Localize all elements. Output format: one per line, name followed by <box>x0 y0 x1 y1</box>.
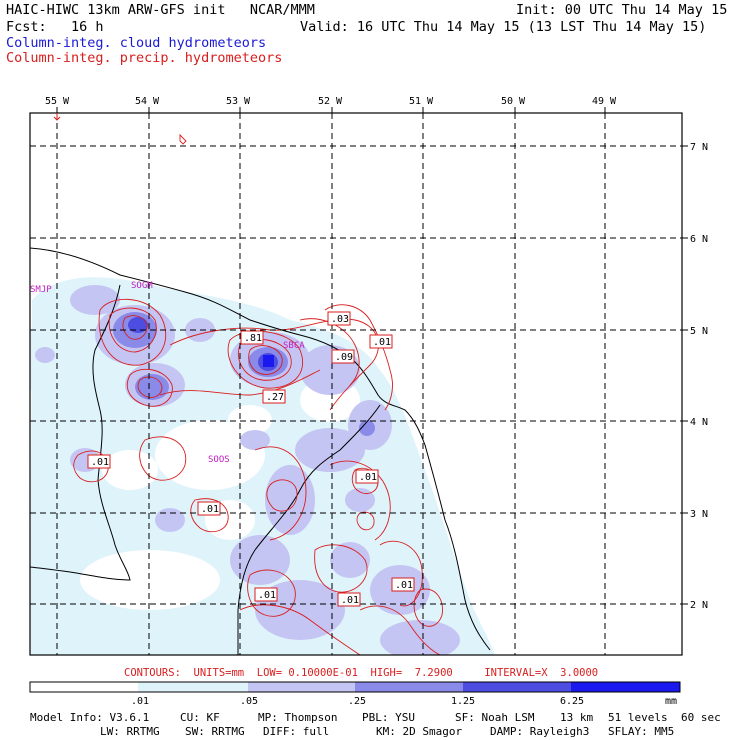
legend-precip-label: Column-integ. precip. hydrometeors <box>6 50 283 66</box>
colorbar-tick: .05 <box>240 696 258 707</box>
lat-label: 5 N <box>690 326 708 337</box>
precip-contours <box>73 133 443 655</box>
model-info-lw: LW: RRTMG <box>100 725 160 738</box>
contour-label: .27 <box>262 389 286 404</box>
contour-label: .81 <box>240 330 264 345</box>
model-info-sf: SF: Noah LSM <box>455 711 535 724</box>
model-info-sflay: SFLAY: MM5 <box>608 725 675 738</box>
colorbar-tick: 1.25 <box>451 696 475 707</box>
map-frame <box>29 112 683 656</box>
svg-text:.01: .01 <box>341 595 359 606</box>
lon-label: 55 W <box>45 96 70 107</box>
lat-label: 7 N <box>690 142 708 153</box>
lat-ticks <box>682 145 688 605</box>
lon-label: 52 W <box>318 96 343 107</box>
model-info-cu: CU: KF <box>180 711 220 724</box>
lon-labels: 55 W 54 W 53 W 52 W 51 W 50 W 49 W <box>45 96 617 107</box>
svg-text:.01: .01 <box>373 337 391 348</box>
station-label: SBCA <box>283 341 305 351</box>
lon-label: 49 W <box>592 96 617 107</box>
contour-label: .01 <box>369 334 393 349</box>
contour-label: .01 <box>254 587 278 602</box>
model-info-pbl: PBL: YSU <box>362 711 415 724</box>
model-info-sw: SW: RRTMG <box>185 725 245 738</box>
model-info-res: 13 km <box>560 711 594 724</box>
colorbar-ticks: .01 .05 .25 1.25 6.25 mm <box>131 696 677 707</box>
model-info-version: Model Info: V3.6.1 <box>30 711 150 724</box>
contour-labels: .03 .01 .81 .09 .27 .01 .01 .01 .01 .01 … <box>87 311 415 607</box>
arrow-icon <box>53 113 61 121</box>
colorbar-tick: .25 <box>348 696 366 707</box>
svg-text:.01: .01 <box>201 504 219 515</box>
svg-text:.01: .01 <box>359 472 377 483</box>
contour-label: .01 <box>355 469 379 484</box>
colorbar-tick: 6.25 <box>560 696 584 707</box>
colorbar <box>29 681 681 693</box>
lat-label: 3 N <box>690 509 708 520</box>
station-label: SMJP <box>30 285 52 295</box>
cloud-shading <box>30 277 495 655</box>
svg-text:.01: .01 <box>258 590 276 601</box>
svg-text:.27: .27 <box>266 392 284 403</box>
station-labels: SMJP SOGM SBCA SOOS <box>30 281 305 465</box>
legend-cloud-label: Column-integ. cloud hydrometeors <box>6 35 267 51</box>
contour-label: .09 <box>331 349 355 364</box>
svg-text:.09: .09 <box>335 352 353 363</box>
lon-label: 54 W <box>135 96 160 107</box>
valid-time: Valid: 16 UTC Thu 14 May 15 (13 LST Thu … <box>300 19 707 35</box>
lat-labels: 7 N 6 N 5 N 4 N 3 N 2 N <box>690 142 708 611</box>
plot-title: HAIC-HIWC 13km ARW-GFS init NCAR/MMM <box>6 2 315 18</box>
model-info-levels: 51 levels <box>608 711 668 724</box>
lon-ticks <box>56 107 606 113</box>
forecast-hour: Fcst: 16 h <box>6 19 104 35</box>
colorbar-unit: mm <box>665 696 677 707</box>
lon-label: 53 W <box>226 96 251 107</box>
svg-text:.81: .81 <box>244 333 262 344</box>
lon-label: 50 W <box>501 96 526 107</box>
svg-text:.01: .01 <box>395 580 413 591</box>
svg-text:.03: .03 <box>331 314 349 325</box>
contour-label: .01 <box>197 501 221 516</box>
model-info-timestep: 60 sec <box>681 711 721 724</box>
model-info-damp: DAMP: Rayleigh3 <box>490 725 590 738</box>
coastline <box>30 247 491 655</box>
contour-label: .01 <box>337 592 361 607</box>
model-info-km: KM: 2D Smagor <box>376 725 463 738</box>
colorbar-tick: .01 <box>131 696 149 707</box>
lon-label: 51 W <box>409 96 434 107</box>
contours-info: CONTOURS: UNITS=mm LOW= 0.10000E-01 HIGH… <box>124 667 599 679</box>
svg-text:.01: .01 <box>91 457 109 468</box>
lat-label: 6 N <box>690 234 708 245</box>
lat-label: 4 N <box>690 417 708 428</box>
model-info-diff: DIFF: full <box>263 725 330 738</box>
init-time: Init: 00 UTC Thu 14 May 15 <box>516 2 728 18</box>
contour-label: .03 <box>327 311 351 326</box>
model-info-mp: MP: Thompson <box>258 711 338 724</box>
lat-label: 2 N <box>690 600 708 611</box>
station-label: SOGM <box>131 281 153 291</box>
lat-lon-grid <box>30 113 682 655</box>
contour-label: .01 <box>391 577 415 592</box>
contour-label: .01 <box>87 454 111 469</box>
station-label: SOOS <box>208 455 230 465</box>
